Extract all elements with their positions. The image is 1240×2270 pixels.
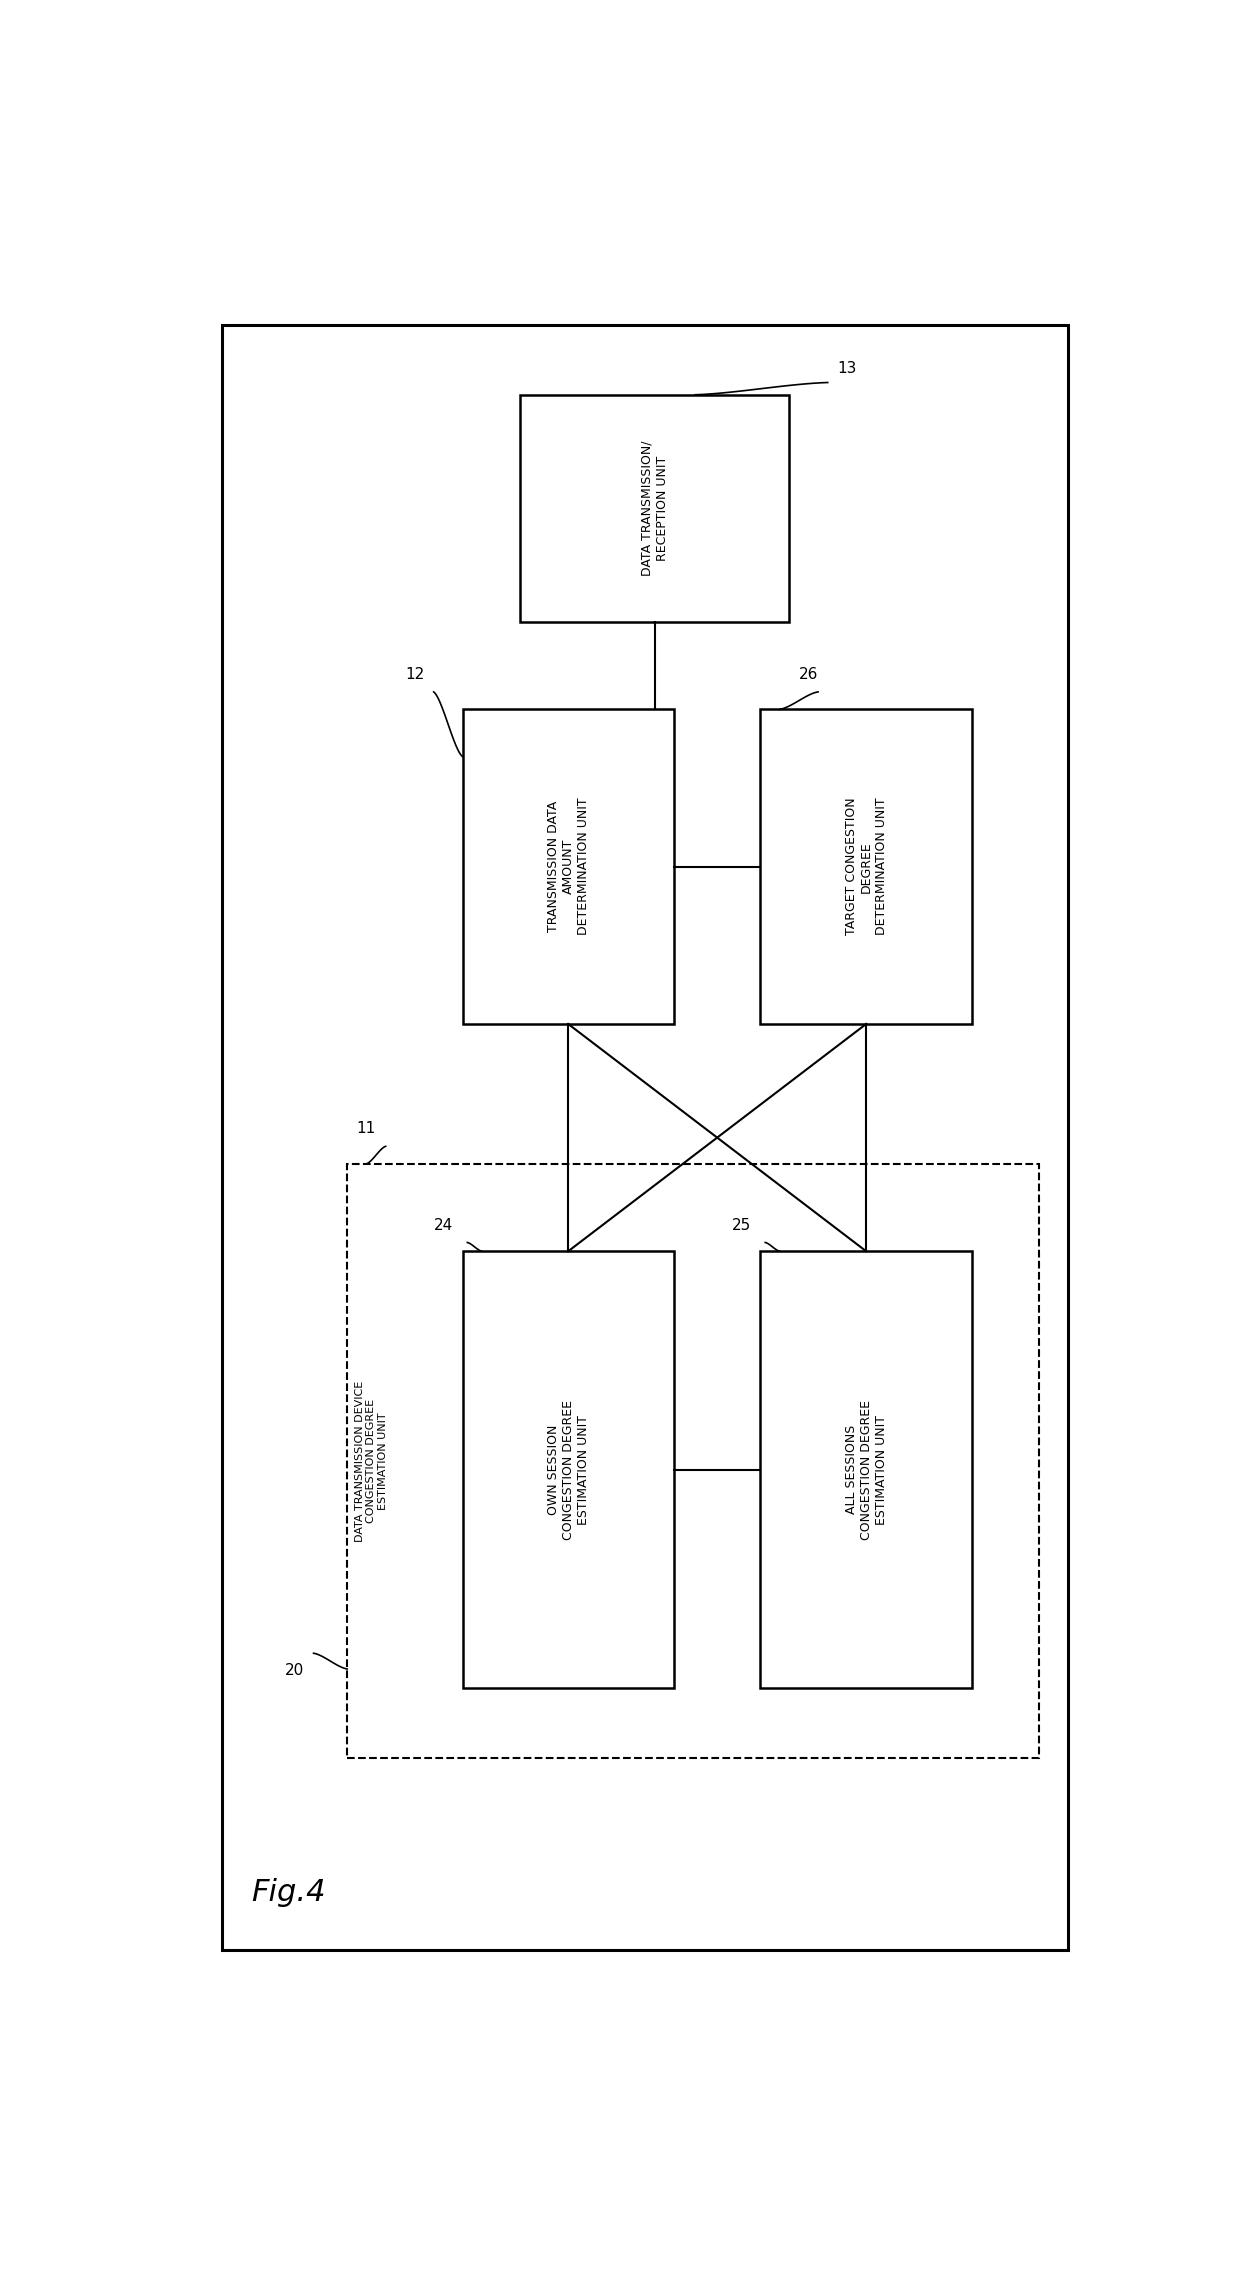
Text: Fig.4: Fig.4 bbox=[250, 1877, 326, 1907]
Text: 26: 26 bbox=[799, 667, 818, 681]
Bar bbox=[463, 1251, 675, 1689]
Text: 12: 12 bbox=[404, 667, 424, 681]
Text: 20: 20 bbox=[285, 1664, 304, 1678]
Text: 25: 25 bbox=[732, 1217, 751, 1233]
Text: OWN SESSION
CONGESTION DEGREE
ESTIMATION UNIT: OWN SESSION CONGESTION DEGREE ESTIMATION… bbox=[547, 1401, 590, 1539]
Bar bbox=[463, 708, 675, 1024]
Bar bbox=[760, 708, 972, 1024]
Text: 24: 24 bbox=[434, 1217, 453, 1233]
Text: 11: 11 bbox=[357, 1121, 376, 1137]
Text: DATA TRANSMISSION DEVICE
CONGESTION DEGREE
ESTIMATION UNIT: DATA TRANSMISSION DEVICE CONGESTION DEGR… bbox=[355, 1380, 388, 1541]
Text: DATA TRANSMISSION/
RECEPTION UNIT: DATA TRANSMISSION/ RECEPTION UNIT bbox=[641, 440, 668, 577]
Text: 13: 13 bbox=[837, 361, 857, 377]
Bar bbox=[222, 325, 1068, 1950]
Bar bbox=[521, 395, 790, 622]
Bar bbox=[760, 1251, 972, 1689]
Bar bbox=[347, 1165, 1039, 1759]
Text: ALL SESSIONS
CONGESTION DEGREE
ESTIMATION UNIT: ALL SESSIONS CONGESTION DEGREE ESTIMATIO… bbox=[844, 1401, 888, 1539]
Text: TRANSMISSION DATA
AMOUNT
DETERMINATION UNIT: TRANSMISSION DATA AMOUNT DETERMINATION U… bbox=[547, 797, 590, 935]
Text: TARGET CONGESTION
DEGREE
DETERMINATION UNIT: TARGET CONGESTION DEGREE DETERMINATION U… bbox=[844, 797, 888, 935]
